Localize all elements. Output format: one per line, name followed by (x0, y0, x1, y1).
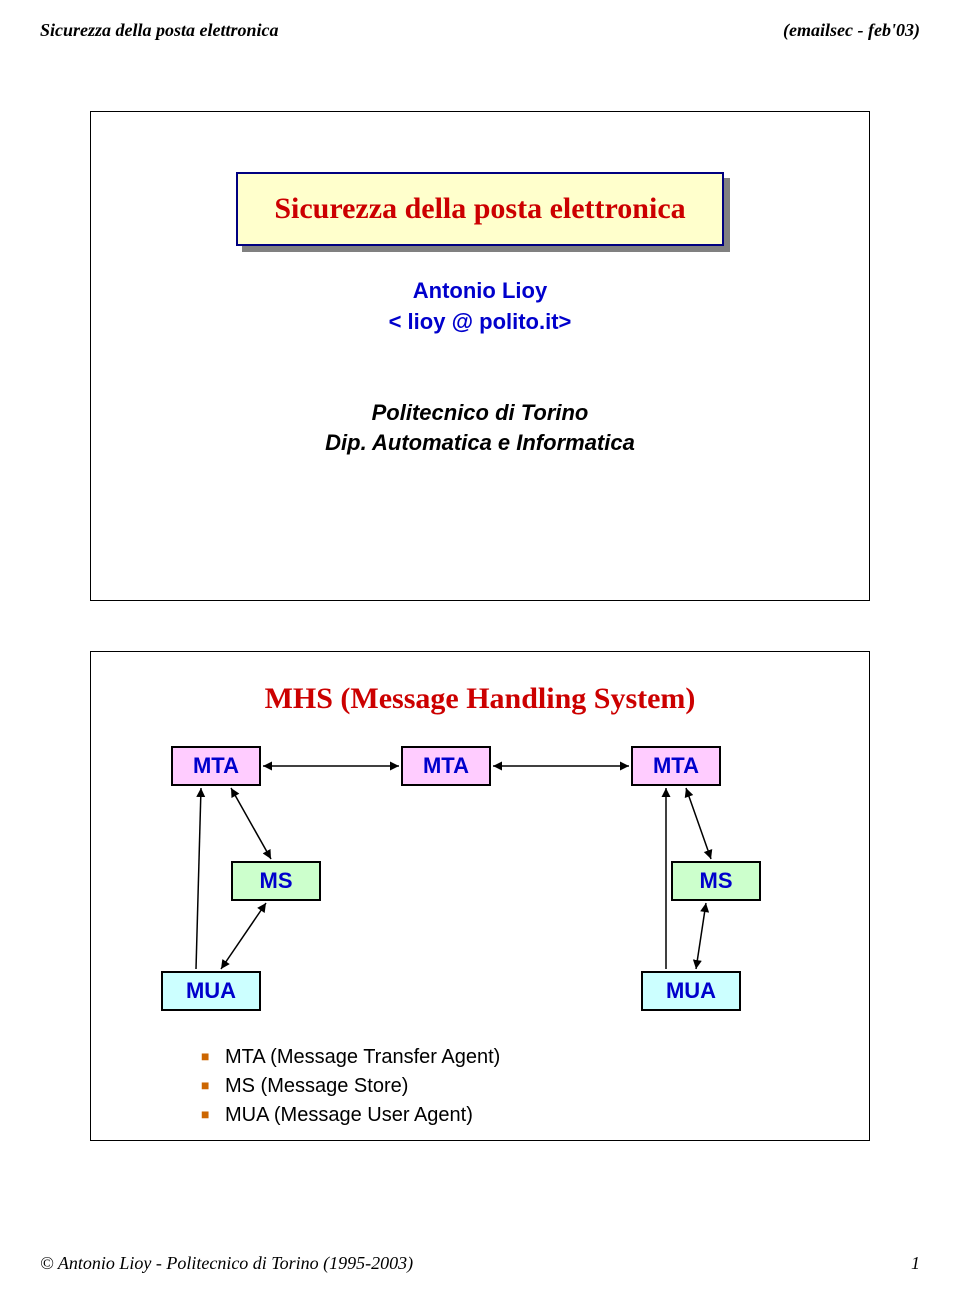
page-header: Sicurezza della posta elettronica (email… (40, 20, 920, 41)
node-mua1: MUA (161, 971, 261, 1011)
mhs-diagram: MTA MTA MTA MS MS MUA MUA (131, 746, 831, 1026)
affiliation-1: Politecnico di Torino (131, 398, 829, 429)
slide-mhs: MHS (Message Handling System) (90, 651, 870, 1141)
title-box: Sicurezza della posta elettronica (236, 172, 723, 246)
footer-right: 1 (911, 1253, 920, 1274)
node-mta1: MTA (171, 746, 261, 786)
bullet-ms: MS (Message Store) (201, 1075, 829, 1098)
page-footer: © Antonio Lioy - Politecnico di Torino (… (40, 1253, 920, 1274)
bullet-mua: MUA (Message User Agent) (201, 1104, 829, 1127)
author-name: Antonio Lioy (131, 276, 829, 307)
title-box-inner: Sicurezza della posta elettronica (236, 172, 723, 246)
bullet-mta: MTA (Message Transfer Agent) (201, 1046, 829, 1069)
header-right: (emailsec - feb'03) (783, 20, 920, 41)
bullet-list: MTA (Message Transfer Agent) MS (Message… (131, 1046, 829, 1127)
slide2-title: MHS (Message Handling System) (131, 682, 829, 716)
affiliation-2: Dip. Automatica e Informatica (131, 428, 829, 459)
node-mta3: MTA (631, 746, 721, 786)
footer-left: © Antonio Lioy - Politecnico di Torino (… (40, 1253, 413, 1274)
affiliation-block: Politecnico di Torino Dip. Automatica e … (131, 398, 829, 460)
slide-title: Sicurezza della posta elettronica Antoni… (90, 111, 870, 601)
author-block: Antonio Lioy < lioy @ polito.it> (131, 276, 829, 338)
node-mua2: MUA (641, 971, 741, 1011)
node-mta2: MTA (401, 746, 491, 786)
node-ms1: MS (231, 861, 321, 901)
slide1-title-text: Sicurezza della posta elettronica (274, 192, 685, 225)
author-email: < lioy @ polito.it> (131, 307, 829, 338)
node-ms2: MS (671, 861, 761, 901)
header-left: Sicurezza della posta elettronica (40, 20, 279, 41)
